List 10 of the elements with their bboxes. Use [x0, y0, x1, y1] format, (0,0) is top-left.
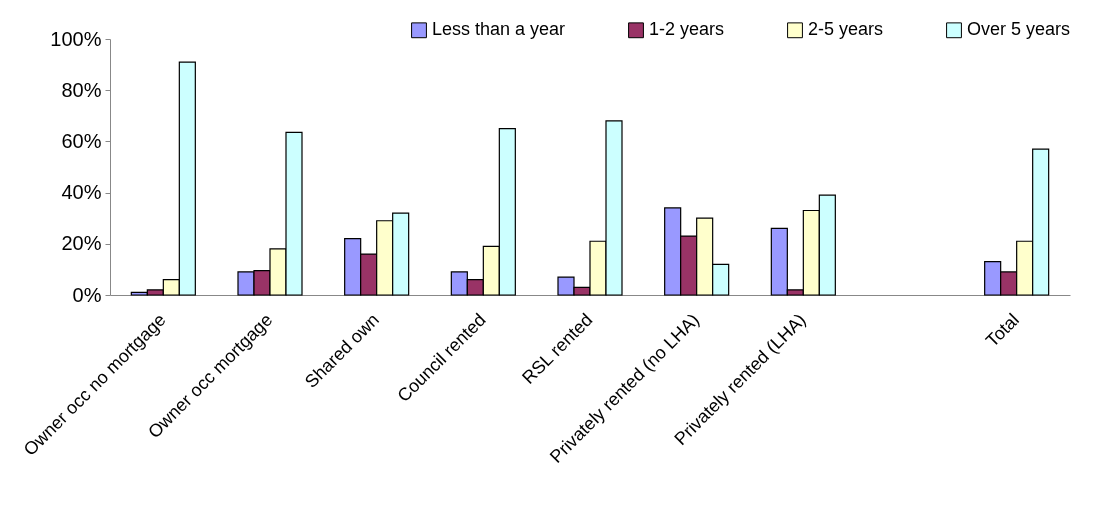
legend-label: 2-5 years [808, 19, 884, 40]
y-tick-label: 0% [72, 283, 102, 306]
legend-label: Less than a year [432, 19, 566, 40]
y-tick-label: 80% [61, 78, 102, 101]
y-tick-label: 20% [61, 232, 102, 255]
legend-label: 1-2 years [649, 19, 725, 40]
y-tick-label: 40% [61, 181, 102, 204]
y-tick-label: 60% [61, 129, 102, 152]
y-tick-label: 100% [50, 27, 102, 50]
legend-label: Over 5 years [967, 19, 1071, 40]
